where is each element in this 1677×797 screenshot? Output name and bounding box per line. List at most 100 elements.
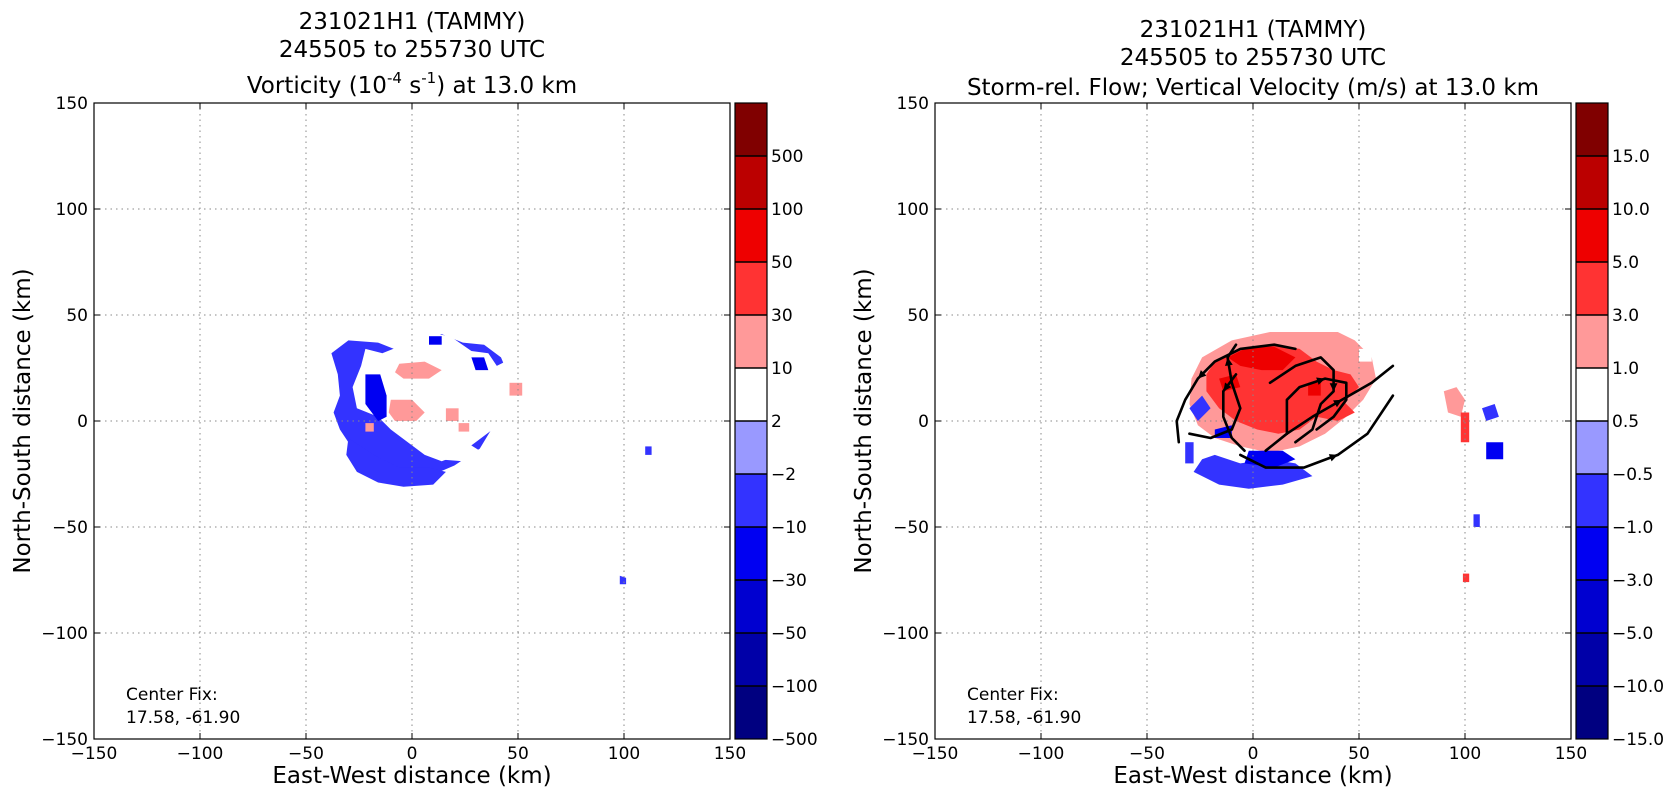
vertical-velocity-panel: 231021H1 (TAMMY) 245505 to 255730 UTC St…: [851, 17, 1664, 789]
contour-region-3: [645, 446, 652, 455]
contour-region-11: [1462, 573, 1470, 583]
vorticity-center-fix-label: Center Fix:: [126, 685, 218, 705]
colorbar-tick-label-0: −15.0: [1612, 730, 1664, 750]
contour-region-17: [365, 423, 374, 432]
colorbar-tick-label-6: 2: [771, 412, 782, 432]
colorbar-tick-label-9: 5.0: [1612, 253, 1639, 273]
colorbar-swatch-9: [735, 209, 767, 262]
contour-region-3: [1316, 399, 1355, 421]
colorbar-swatch-8: [735, 262, 767, 315]
title-units-sup-a: -4: [387, 69, 402, 87]
streamline-6: [1285, 377, 1348, 435]
contour-region-7: [1359, 348, 1372, 362]
colorbar-swatch-4: [1576, 474, 1608, 527]
contour-region-8: [1443, 387, 1465, 417]
vorticity-x-axis-label: East-West distance (km): [272, 763, 551, 789]
colorbar-tick-label-4: −1.0: [1612, 518, 1653, 538]
x-tick-label-1: −100: [1018, 744, 1065, 764]
colorbar-tick-label-2: −5.0: [1612, 624, 1653, 644]
velocity-y-axis-label: North-South distance (km): [851, 268, 877, 573]
streamline-arrow-2-0: [1223, 382, 1232, 392]
vorticity-y-axis-label: North-South distance (km): [10, 268, 36, 573]
colorbar-swatch-10: [1576, 156, 1608, 209]
colorbar-swatch-4: [735, 474, 767, 527]
x-tick-label-3: 0: [407, 744, 418, 764]
contour-region-16: [1482, 404, 1499, 421]
contour-region-19: [1185, 442, 1194, 464]
velocity-colorbar: −15.0 −10.0 −5.0 −3.0 −1.0 −0.5 0.5 1.0 3.0 5.0 10…: [1575, 102, 1664, 750]
colorbar-tick-label-11: 15.0: [1612, 147, 1650, 167]
contour-region-14: [445, 408, 459, 421]
colorbar-tick-label-5: −0.5: [1612, 465, 1653, 485]
contour-region-6: [615, 406, 627, 428]
y-tick-label-6: 150: [897, 94, 929, 114]
velocity-title-line3: Storm-rel. Flow; Vertical Velocity (m/s)…: [967, 75, 1539, 101]
title-units-sup-b: -1: [421, 69, 436, 87]
colorbar-swatch-0: [1576, 686, 1608, 739]
colorbar-swatch-6: [735, 368, 767, 421]
colorbar-swatch-0: [735, 686, 767, 739]
contour-region-16: [458, 423, 470, 432]
streamline-arrow-1-0: [1225, 357, 1233, 367]
contour-region-13: [1189, 395, 1211, 421]
colorbar-tick-label-11: 500: [771, 147, 803, 167]
colorbar-tick-label-10: 10.0: [1612, 200, 1650, 220]
velocity-x-axis-label: East-West distance (km): [1113, 763, 1392, 789]
title-units-part-a: Vorticity (10: [247, 73, 387, 99]
vorticity-title-line1: 231021H1 (TAMMY): [299, 9, 526, 35]
y-tick-label-4: 50: [66, 306, 88, 326]
colorbar-swatch-10: [735, 156, 767, 209]
contour-region-2: [619, 575, 627, 585]
y-tick-label-3: 0: [918, 412, 929, 432]
colorbar-tick-label-3: −30: [771, 571, 807, 591]
colorbar-tick-label-7: 10: [771, 359, 793, 379]
y-tick-label-1: −100: [882, 624, 929, 644]
contour-fills: [1180, 319, 1504, 587]
velocity-plot-area: −150 −100 −50 0 50 100 150 −150 −100 −50 0 50 100 150: [882, 94, 1587, 764]
vorticity-panel: 231021H1 (TAMMY) 245505 to 255730 UTC Vo…: [10, 9, 818, 789]
y-tick-label-0: −150: [41, 730, 88, 750]
colorbar-tick-label-5: −2: [771, 465, 796, 485]
colorbar-swatch-7: [1576, 315, 1608, 368]
streamline-arrow-3-0: [1328, 454, 1338, 462]
contour-region-18: [1473, 514, 1480, 527]
colorbar-swatch-7: [735, 315, 767, 368]
velocity-title-line2: 245505 to 255730 UTC: [1120, 45, 1386, 71]
velocity-center-fix-coords: 17.58, -61.90: [967, 708, 1081, 728]
colorbar-tick-label-10: 100: [771, 200, 803, 220]
colorbar-tick-label-6: 0.5: [1612, 412, 1639, 432]
colorbar-tick-label-2: −50: [771, 624, 807, 644]
gridlines: [94, 103, 730, 739]
contour-region-4: [1227, 346, 1296, 371]
colorbar-swatch-2: [1576, 580, 1608, 633]
contour-region-8: [630, 514, 637, 525]
colorbar-swatch-9: [1576, 209, 1608, 262]
contour-region-17: [1486, 442, 1504, 460]
title-units-part-c: ) at 13.0 km: [436, 73, 577, 99]
streamline-3: [1239, 394, 1395, 469]
streamline-arrow-5-0: [1329, 383, 1338, 392]
colorbar-tick-label-9: 50: [771, 253, 793, 273]
colorbar-swatch-6: [1576, 368, 1608, 421]
contour-region-7: [636, 433, 646, 447]
x-tick-label-3: 0: [1248, 744, 1259, 764]
title-units-part-b: s: [402, 73, 421, 99]
vorticity-title-line2: 245505 to 255730 UTC: [279, 37, 545, 63]
contour-region-15: [509, 382, 523, 396]
contour-region-6: [1308, 382, 1321, 396]
vorticity-plot-area: −150 −100 −50 0 50 100 150 −150 −100 −50 0 50 100 150: [41, 94, 746, 764]
colorbar-frame: [734, 102, 768, 740]
colorbar-tick-label-1: −100: [771, 677, 818, 697]
colorbar-swatch-11: [735, 103, 767, 156]
contour-region-1: [346, 438, 446, 487]
colorbar-frame: [1575, 102, 1609, 740]
velocity-center-fix-label: Center Fix:: [967, 685, 1059, 705]
colorbar-swatch-1: [735, 633, 767, 686]
contour-region-10: [471, 357, 489, 371]
y-tick-label-6: 150: [56, 94, 88, 114]
x-tick-label-2: −50: [288, 744, 324, 764]
colorbar-tick-label-3: −3.0: [1612, 571, 1653, 591]
streamline-1: [1188, 343, 1242, 440]
x-tick-label-1: −100: [177, 744, 224, 764]
colorbar-tick-label-7: 1.0: [1612, 359, 1639, 379]
